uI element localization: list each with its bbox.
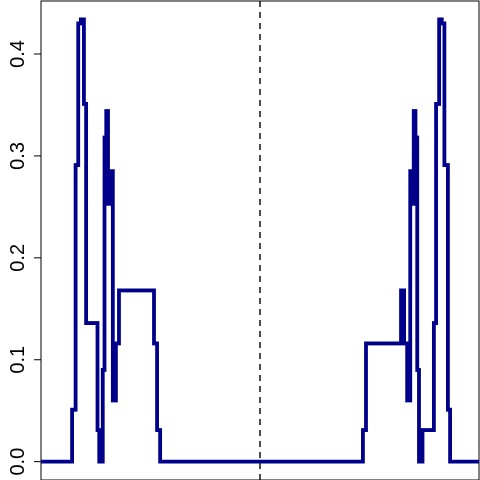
y-axis: 0.0 0.1 0.2 0.3 0.4: [7, 40, 41, 476]
y-tick-label: 0.2: [7, 244, 29, 272]
y-tick-label: 0.0: [7, 448, 29, 476]
y-tick-label: 0.4: [7, 40, 29, 68]
y-tick-label: 0.1: [7, 346, 29, 374]
series-points: [40, 19, 480, 462]
y-tick-label: 0.3: [7, 142, 29, 170]
series-line: [41, 17, 479, 464]
